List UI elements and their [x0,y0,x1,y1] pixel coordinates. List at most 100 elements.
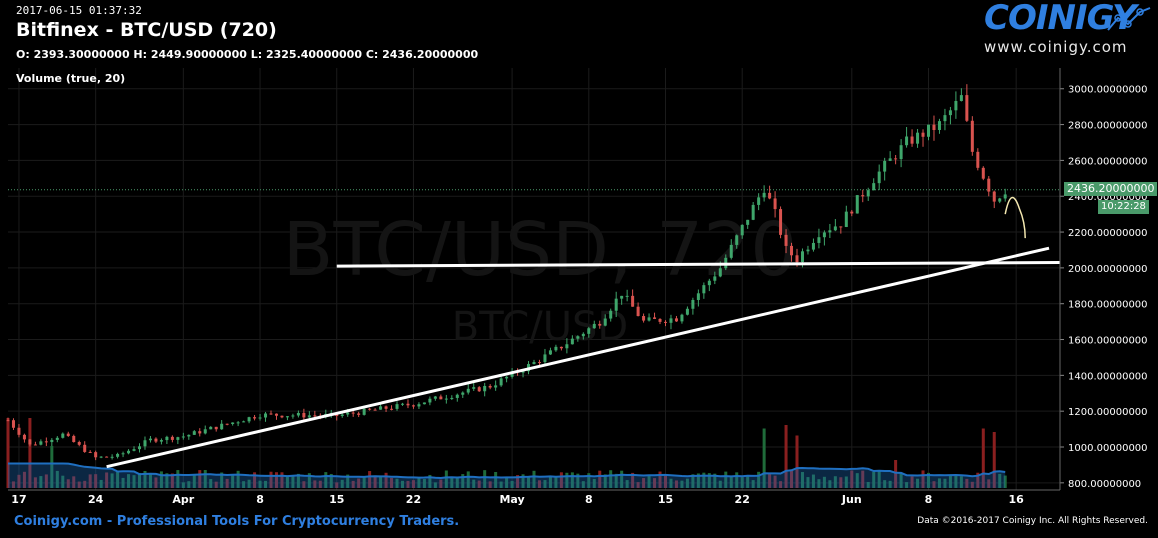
chart-title: Bitfinex - BTC/USD (720) [16,19,277,41]
candle-body [11,420,15,428]
candle-body [444,398,448,400]
candle-body [66,433,70,436]
candle-body [631,295,635,307]
candle-body [346,412,350,415]
candle-body [225,423,229,425]
candle-body [483,385,487,392]
candle-body [192,431,196,435]
volume-indicator-label[interactable]: Volume (true, 20) [16,72,126,85]
volume-bar [335,482,339,488]
trendlines [106,196,1061,469]
volume-bar [872,471,876,488]
candle-body [554,346,558,351]
volume-bar [603,474,607,488]
candle-body [537,362,541,364]
candle-body [39,441,43,445]
volume-bar [762,428,766,488]
volume-bar [839,477,843,488]
volume-bar [439,479,443,488]
candle-body [176,437,180,440]
x-tick-label: 8 [585,493,593,506]
candle-body [99,456,103,458]
candle-body [280,415,284,418]
volume-bar [285,476,289,488]
volume-bar [636,482,640,488]
candle-body [811,242,815,250]
volume-bar [773,475,777,488]
volume-bar [110,473,114,488]
volume-ma-line [8,462,1006,480]
candle-body [236,422,240,424]
y-tick-label: 2800.00000000 [1068,121,1148,132]
volume-bar [11,481,15,488]
volume-bar [866,481,870,488]
logo-graph-icon [1107,7,1151,31]
volume-bar [121,477,125,488]
volume-bar [598,470,602,488]
candle-body [181,436,185,438]
volume-bar [258,480,262,488]
candle-body [269,413,273,415]
logo-brand: COINIGY [984,0,1137,38]
volume-bar [833,476,837,488]
volume-bar [757,471,761,488]
volume-bar [148,473,152,488]
volume-bar [954,475,958,488]
coinigy-logo[interactable]: COINIGY www.coinigy.com [984,0,1154,60]
volume-bar [658,471,662,488]
volume-bar [609,470,613,488]
candle-body [976,151,980,168]
candle-body [762,192,766,198]
candle-body [313,415,317,417]
candle-body [636,306,640,317]
footer-copyright: Data ©2016-2017 Coinigy Inc. All Rights … [917,516,1148,526]
volume-bar [806,477,810,488]
volume-bar [373,475,377,488]
volume-bar [724,471,728,488]
volume-bar [428,474,432,488]
volume-bar [461,474,465,488]
volume-bar [400,480,405,488]
volume-bar [548,475,552,488]
volume-bar [318,480,322,488]
candle-body [428,398,432,403]
volume-bar [170,473,174,488]
volume-bar [713,473,717,488]
candle-body [680,314,684,322]
volume-bar [532,470,536,488]
candle-body [417,404,421,407]
candle-body [296,412,300,416]
volume-bar [587,473,591,488]
volume-bar [527,476,531,488]
footer-tagline[interactable]: Coinigy.com - Professional Tools For Cry… [14,514,460,529]
candle-body [77,442,81,445]
candle-body [663,321,668,323]
volume-bar [357,478,361,488]
volume-bar [735,472,739,488]
volume-bar [340,479,344,488]
candle-body [132,449,136,451]
x-tick-label: 8 [256,493,264,506]
candle-body [790,245,794,256]
volume-bar [198,470,202,488]
volume-bar [883,480,887,488]
x-tick-label: 16 [1009,493,1025,506]
candle-body [565,344,569,349]
candle-body [72,435,76,443]
volume-bar [444,470,448,488]
candle-body [707,280,711,286]
volume-bar [291,475,295,488]
candle-body [472,387,476,389]
y-tick-label: 2600.00000000 [1068,156,1148,167]
volume-bar [625,480,629,488]
volume-bar [790,470,794,488]
candle-body [581,333,585,337]
volume-bar [455,477,459,488]
candle-body [592,323,596,329]
volume-bar [822,476,826,488]
volume-bar [680,480,684,488]
candle-body [466,388,470,393]
candle-body [987,178,991,192]
candle-body [110,456,114,458]
